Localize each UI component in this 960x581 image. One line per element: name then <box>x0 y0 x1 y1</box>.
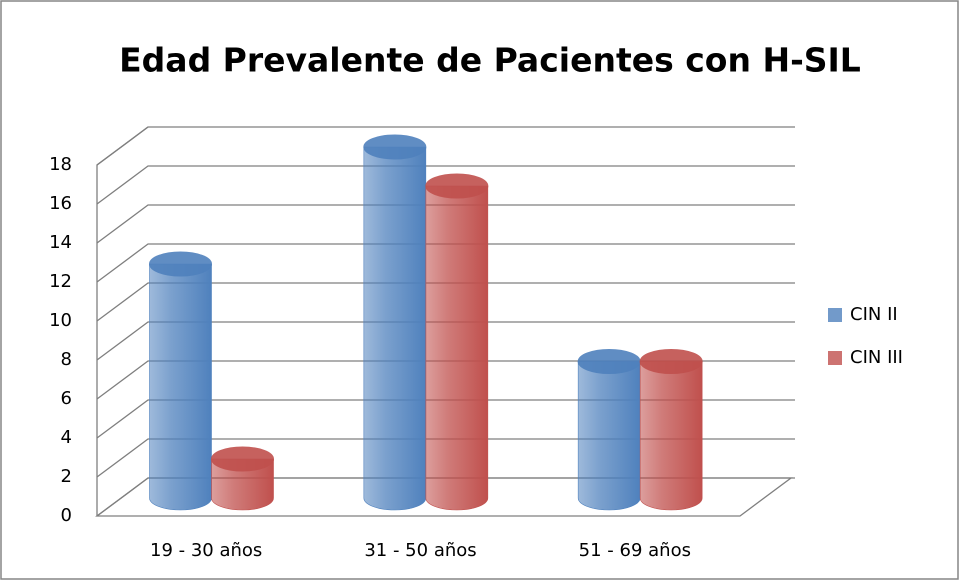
x-tick-label: 31 - 50 años <box>364 540 476 561</box>
y-tick-label: 10 <box>49 310 72 331</box>
y-tick-label: 18 <box>49 154 72 175</box>
bar <box>211 458 274 511</box>
bar <box>425 185 489 511</box>
legend-label: CIN III <box>850 347 903 368</box>
legend-swatch <box>828 308 842 322</box>
y-tick-label: 0 <box>61 505 72 526</box>
y-tick-label: 6 <box>61 388 72 409</box>
y-tick-label: 4 <box>61 427 72 448</box>
bar <box>149 263 212 511</box>
y-tick-label: 16 <box>49 193 72 214</box>
bar <box>363 146 427 511</box>
bar-top <box>149 251 212 277</box>
legend-swatch <box>828 351 842 365</box>
chart-title: Edad Prevalente de Pacientes con H-SIL <box>119 41 861 80</box>
grid-line <box>96 126 795 166</box>
y-tick-label: 8 <box>61 349 72 370</box>
x-tick-label: 51 - 69 años <box>579 540 691 561</box>
grid-line <box>96 204 795 244</box>
y-tick-label: 12 <box>49 271 72 292</box>
grid-line <box>96 321 795 361</box>
bar-top <box>363 134 427 160</box>
legend-label: CIN II <box>850 304 898 325</box>
grid-line <box>96 282 795 322</box>
bar-top <box>577 349 641 374</box>
y-tick-label: 14 <box>49 232 72 253</box>
bar-top <box>425 173 489 199</box>
grid-line <box>96 243 795 283</box>
bar <box>639 361 703 511</box>
x-tick-label: 19 - 30 años <box>150 540 262 561</box>
bar-top <box>211 446 274 472</box>
grid-line <box>96 165 795 205</box>
bar <box>577 361 641 511</box>
y-tick-label: 2 <box>61 466 72 487</box>
bar-top <box>639 349 703 374</box>
